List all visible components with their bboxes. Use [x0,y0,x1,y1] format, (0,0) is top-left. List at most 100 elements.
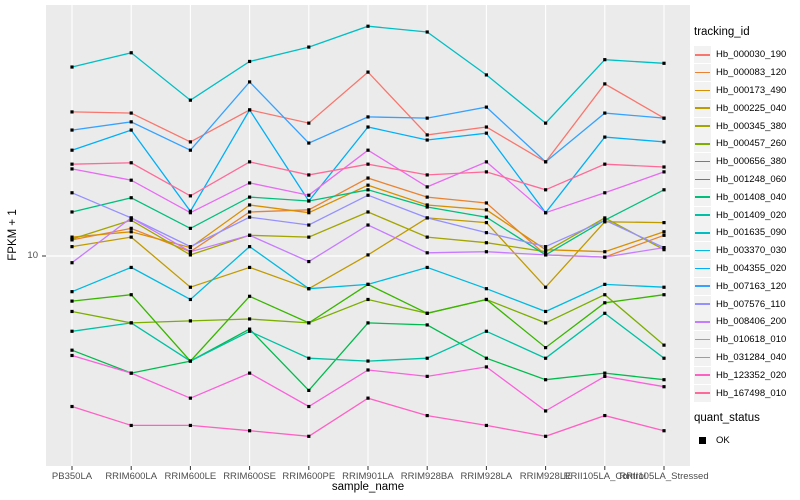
data-point [662,293,666,297]
data-point [248,265,252,270]
data-point [188,194,192,198]
data-point [603,82,607,86]
x-tick-label: PB350LA [52,471,93,482]
data-point [307,259,311,264]
data-point [70,235,74,239]
legend-entry: Hb_001635_090 [694,224,800,242]
legend-key [694,206,711,224]
data-point [366,176,370,180]
data-point [603,58,607,62]
data-point [544,434,548,438]
data-point [70,261,74,265]
data-point [70,167,74,171]
legend-entry-label: Hb_000173_490 [716,84,787,96]
legend-entry-label: Hb_000030_190 [716,49,787,61]
legend-key-line [695,160,710,163]
data-point [425,356,429,360]
data-point [544,121,548,125]
data-point [188,250,192,254]
data-point [248,195,252,199]
data-point [248,371,252,375]
data-point [248,429,252,433]
legend-entry: Hb_000656_380 [694,153,800,171]
data-point [603,301,607,305]
data-point [603,191,607,195]
data-point [366,148,370,152]
data-point [484,297,488,302]
data-point [307,223,311,227]
x-tick-label: RRII105LA_Control [564,471,646,482]
legend-entry-label: Hb_167498_010 [716,387,787,399]
data-point [307,388,311,393]
legend-key [694,348,711,366]
x-tick-label: RRIM600SE [223,471,276,482]
data-point [307,199,311,203]
legend-key-line [695,125,710,127]
data-point [307,434,311,438]
data-point [603,374,607,378]
data-point [307,404,311,409]
data-point [425,413,429,418]
data-point [307,45,311,49]
data-point [484,131,488,135]
data-point [307,211,311,215]
legend-entry: Hb_001409_020 [694,206,800,224]
data-point [425,203,429,207]
data-point [366,297,370,302]
legend-entry-label: Hb_001408_040 [716,191,787,203]
legend-title-quant-status: quant_status [694,411,760,424]
data-point [484,215,488,219]
legend-key [694,188,711,206]
data-point [129,265,133,270]
data-point [544,211,548,215]
data-point [544,285,548,289]
data-point [662,221,666,225]
data-point [484,287,488,291]
legend-key [694,170,711,188]
data-point [307,173,311,177]
legend-entry-label: Hb_003370_030 [716,245,787,257]
legend-key [694,81,711,99]
data-point [484,125,488,129]
legend-key [694,313,711,331]
data-point [603,135,607,139]
legend-key [694,295,711,313]
legend-entry: Hb_001408_040 [694,188,800,206]
x-tick-label: RRIM928LA [461,471,513,482]
data-point [425,265,429,270]
data-point [662,230,666,234]
legend-entry: Hb_000225_040 [694,99,800,117]
x-tick-label: RRIM600PE [282,471,335,482]
legend-entry-label: Hb_000083_120 [716,67,787,79]
legend-key-line [695,338,710,341]
legend-key [694,331,711,349]
data-point [188,359,192,363]
data-point [544,346,548,350]
data-point [544,321,548,325]
data-point [544,250,548,254]
data-point [70,290,74,294]
data-point [366,396,370,400]
legend-entry: Hb_008406_200 [694,313,800,331]
legend-entries: Hb_000030_190 Hb_000083_120 Hb_000173_490 H… [694,46,800,402]
data-point [603,371,607,375]
legend-key [694,153,711,171]
data-point [248,215,252,219]
legend-entry: Hb_007576_110 [694,295,800,313]
data-point [248,59,252,64]
data-point [425,116,429,120]
data-point [425,216,429,220]
legend-key-line [695,392,710,394]
legend-key-line [695,232,710,234]
data-point [484,365,488,369]
data-point [70,237,74,241]
data-point [484,231,488,235]
data-point [188,253,192,257]
data-point [662,285,666,289]
data-point [129,371,133,375]
data-point [129,235,133,239]
data-point [188,396,192,400]
legend-entry-label: Hb_031284_040 [716,351,787,363]
data-point [307,287,311,291]
data-point [307,321,311,325]
